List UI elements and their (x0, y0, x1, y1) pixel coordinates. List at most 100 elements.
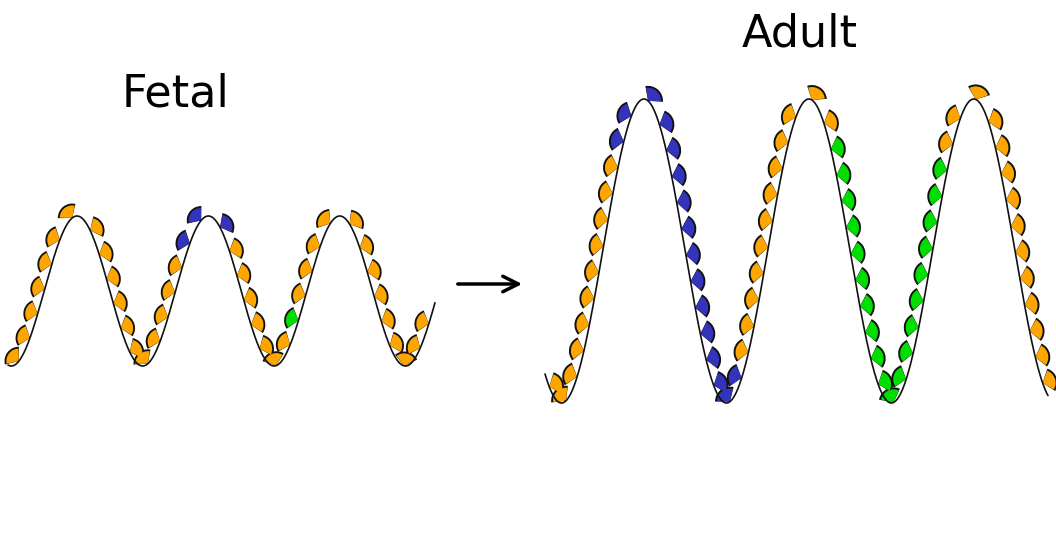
Wedge shape (168, 254, 182, 276)
Wedge shape (588, 233, 604, 256)
Wedge shape (734, 339, 749, 362)
Wedge shape (107, 266, 120, 287)
Wedge shape (553, 388, 567, 402)
Wedge shape (551, 386, 568, 402)
Wedge shape (600, 182, 612, 202)
Wedge shape (988, 110, 1001, 129)
Wedge shape (846, 216, 859, 236)
Wedge shape (741, 315, 754, 334)
Wedge shape (278, 333, 290, 350)
Wedge shape (298, 258, 313, 280)
Wedge shape (770, 158, 782, 177)
Wedge shape (916, 264, 928, 283)
Wedge shape (133, 349, 151, 364)
Wedge shape (367, 260, 380, 279)
Wedge shape (1035, 344, 1051, 367)
Wedge shape (284, 307, 299, 329)
Wedge shape (891, 365, 906, 387)
Wedge shape (836, 164, 849, 183)
Wedge shape (913, 262, 928, 285)
Wedge shape (1001, 160, 1016, 183)
Wedge shape (90, 219, 102, 236)
Wedge shape (1015, 241, 1029, 261)
Wedge shape (700, 323, 713, 342)
Wedge shape (677, 191, 690, 211)
Wedge shape (768, 155, 782, 178)
Wedge shape (609, 128, 624, 151)
Wedge shape (842, 190, 854, 210)
Wedge shape (360, 236, 372, 254)
Wedge shape (666, 137, 681, 160)
Wedge shape (751, 263, 763, 282)
Wedge shape (881, 390, 899, 402)
Wedge shape (99, 241, 114, 263)
Wedge shape (929, 185, 942, 205)
Wedge shape (749, 260, 763, 284)
Wedge shape (306, 233, 320, 254)
Wedge shape (408, 336, 420, 354)
Wedge shape (717, 389, 733, 401)
Wedge shape (58, 203, 75, 218)
Wedge shape (924, 211, 938, 231)
Wedge shape (836, 162, 851, 185)
Wedge shape (969, 87, 988, 100)
Wedge shape (935, 159, 947, 178)
Wedge shape (617, 102, 631, 124)
Wedge shape (229, 238, 244, 259)
Wedge shape (584, 259, 599, 282)
Wedge shape (940, 132, 953, 152)
Wedge shape (681, 216, 696, 239)
Wedge shape (99, 243, 112, 261)
Wedge shape (1030, 318, 1044, 341)
Wedge shape (1006, 189, 1019, 209)
Wedge shape (695, 296, 709, 316)
Wedge shape (824, 110, 838, 132)
Wedge shape (593, 207, 608, 230)
Wedge shape (842, 188, 856, 211)
Wedge shape (229, 239, 242, 258)
Wedge shape (1035, 345, 1049, 365)
Wedge shape (672, 165, 684, 184)
Wedge shape (4, 347, 19, 364)
Wedge shape (773, 129, 789, 152)
Wedge shape (904, 314, 919, 337)
Wedge shape (865, 321, 878, 340)
Wedge shape (706, 346, 721, 369)
Wedge shape (189, 208, 201, 223)
Wedge shape (846, 215, 861, 238)
Wedge shape (549, 372, 564, 394)
Wedge shape (695, 295, 710, 318)
Wedge shape (677, 190, 692, 212)
Wedge shape (571, 339, 584, 359)
Wedge shape (367, 259, 381, 281)
Wedge shape (765, 184, 777, 203)
Wedge shape (260, 337, 272, 354)
Wedge shape (170, 257, 182, 274)
Wedge shape (577, 314, 589, 333)
Wedge shape (996, 136, 1008, 155)
Wedge shape (263, 351, 284, 366)
Wedge shape (1006, 187, 1021, 210)
Wedge shape (397, 353, 415, 366)
Wedge shape (781, 103, 796, 125)
Wedge shape (691, 270, 703, 290)
Wedge shape (855, 269, 868, 288)
Wedge shape (562, 363, 578, 385)
Wedge shape (598, 181, 612, 203)
Wedge shape (603, 154, 618, 177)
Wedge shape (899, 340, 913, 363)
Wedge shape (291, 282, 305, 304)
Wedge shape (762, 182, 777, 205)
Wedge shape (760, 210, 773, 230)
Wedge shape (244, 289, 257, 307)
Wedge shape (130, 338, 144, 358)
Wedge shape (938, 130, 953, 153)
Wedge shape (390, 334, 402, 352)
Wedge shape (307, 235, 320, 253)
Wedge shape (755, 236, 769, 256)
Wedge shape (251, 313, 264, 331)
Wedge shape (18, 326, 30, 344)
Wedge shape (60, 205, 75, 218)
Wedge shape (251, 311, 265, 333)
Wedge shape (739, 313, 754, 336)
